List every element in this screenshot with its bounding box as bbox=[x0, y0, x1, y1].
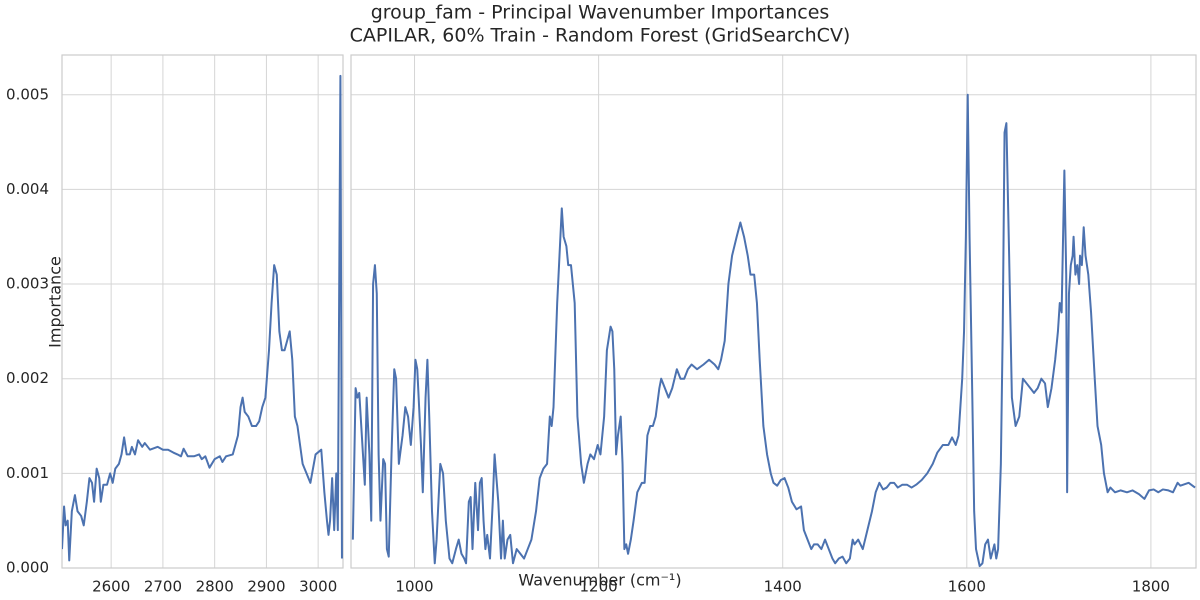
x-tick-label: 1400 bbox=[764, 578, 802, 596]
data-line bbox=[62, 74, 343, 562]
x-tick-label: 2700 bbox=[144, 578, 182, 596]
y-tick-label: 0.005 bbox=[6, 85, 49, 103]
y-tick-label: 0.003 bbox=[6, 275, 49, 293]
x-tick-label: 2900 bbox=[247, 578, 285, 596]
panel: 1000 1200 1400 1600 1800 bbox=[350, 54, 1197, 596]
x-tick-label: 1000 bbox=[395, 578, 433, 596]
panel-frame bbox=[350, 54, 1197, 569]
plot-area: 2600 2700 2800 2900 3000 0.000 0.001 0.002 0.003… bbox=[6, 54, 1197, 596]
x-tick-label: 1200 bbox=[580, 578, 618, 596]
x-axis-label: Wavenumber (cm⁻¹) bbox=[518, 571, 681, 590]
panel-frame bbox=[61, 54, 344, 569]
x-tick-label: 2600 bbox=[92, 578, 130, 596]
x-tick-label: 3000 bbox=[299, 578, 337, 596]
y-axis-label: Importance bbox=[46, 256, 65, 348]
x-tick-label: 1600 bbox=[948, 578, 986, 596]
panel: 2600 2700 2800 2900 3000 0.000 0.001 0.002 0.003… bbox=[6, 54, 344, 596]
chart-title: group_fam - Principal Wavenumber Importa… bbox=[371, 2, 830, 24]
chart-subtitle: CAPILAR, 60% Train - Random Forest (Grid… bbox=[350, 25, 851, 47]
y-tick-label: 0.001 bbox=[6, 464, 49, 482]
y-tick-label: 0.002 bbox=[6, 369, 49, 387]
y-tick-label: 0.004 bbox=[6, 180, 49, 198]
data-line bbox=[351, 93, 1196, 568]
y-tick-label: 0.000 bbox=[6, 559, 49, 577]
x-tick-label: 2800 bbox=[196, 578, 234, 596]
x-tick-label: 1800 bbox=[1132, 578, 1170, 596]
